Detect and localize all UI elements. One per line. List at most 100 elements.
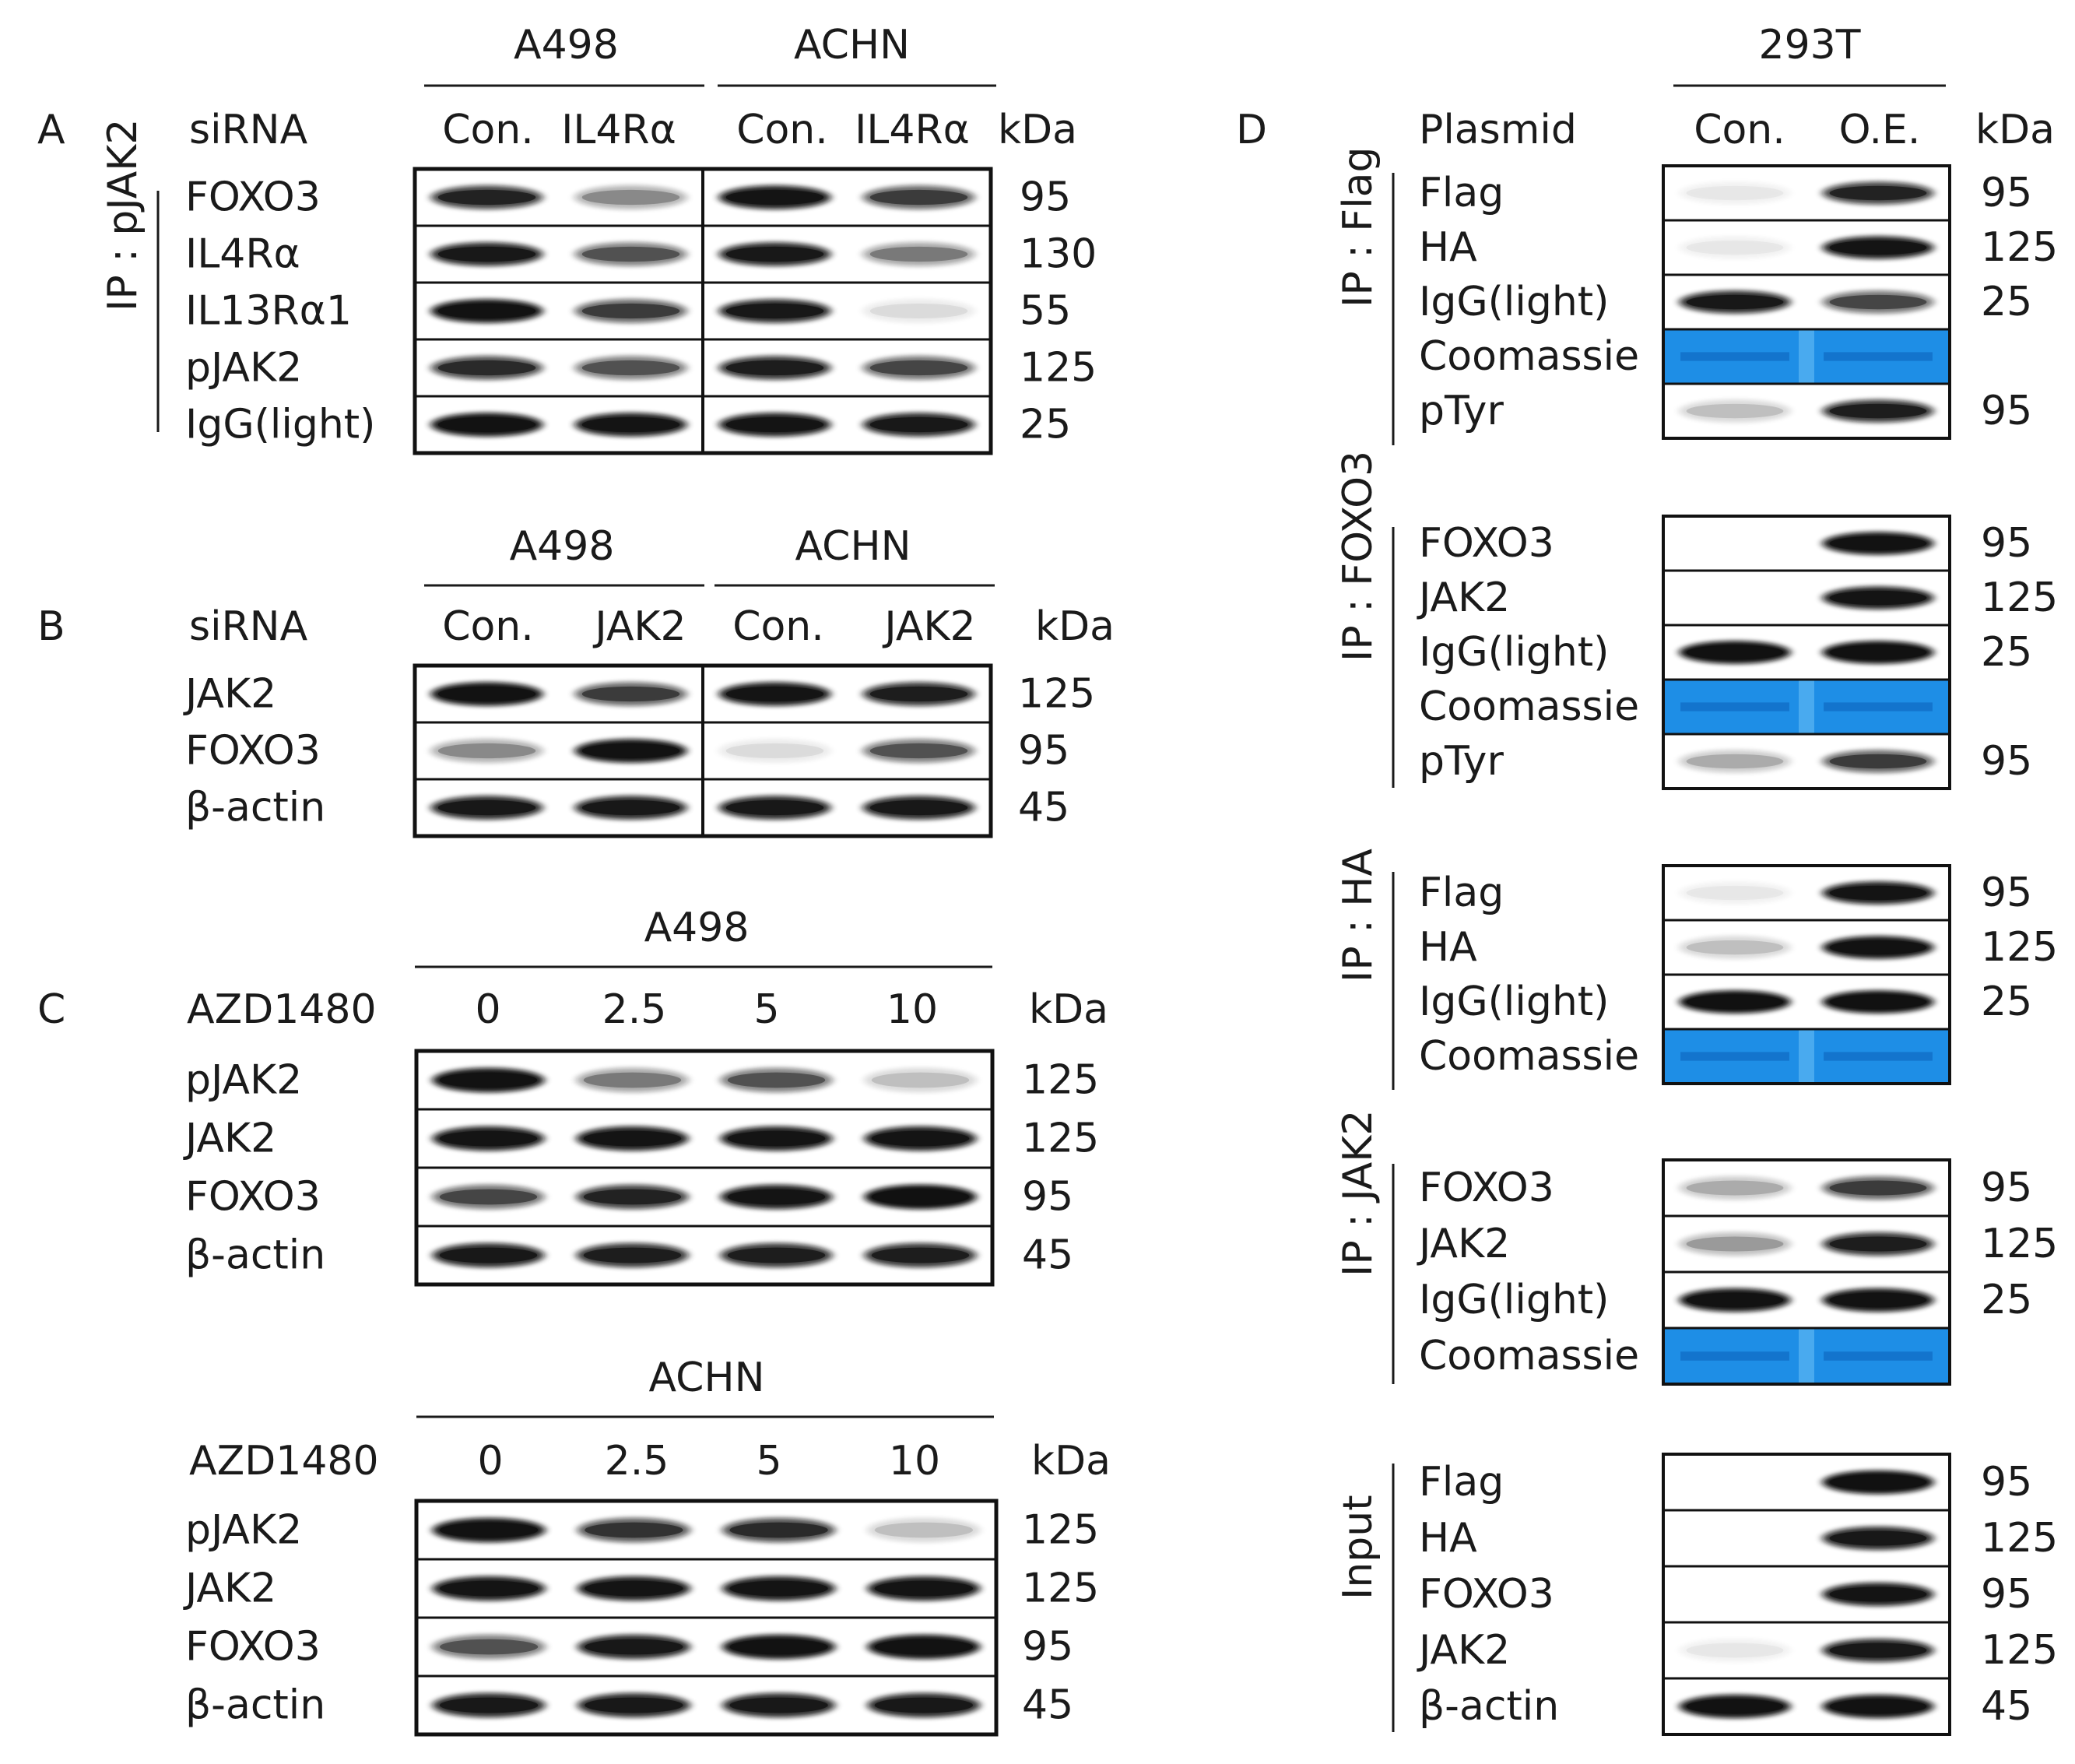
blot-band — [1822, 586, 1934, 610]
blot-band — [432, 1126, 545, 1151]
blot-frame — [414, 1049, 995, 1287]
blot-band — [1822, 399, 1934, 423]
blot-band — [1679, 290, 1791, 314]
blot-band — [430, 242, 543, 266]
blot-band — [1679, 399, 1791, 423]
lane-label: O.E. — [1839, 107, 1921, 153]
protein-label: Coomassie — [1419, 1033, 1639, 1080]
protein-label: β-actin — [185, 1232, 325, 1279]
blot-band — [1822, 1175, 1934, 1200]
blot-panel-b — [413, 663, 993, 838]
lane-label: Con. — [442, 107, 534, 153]
blot-band — [574, 242, 687, 266]
blot-band — [1822, 1638, 1934, 1663]
blot-band — [867, 1692, 981, 1718]
blot-band — [862, 682, 975, 706]
blot-band — [577, 1692, 691, 1718]
protein-label: IgG(light) — [1419, 629, 1609, 676]
blot-panel-d-0 — [1662, 164, 1951, 440]
blot-band — [1679, 181, 1791, 205]
panel-letter-a: A — [37, 107, 65, 153]
protein-label: Coomassie — [1419, 683, 1639, 730]
kda-value: 125 — [1981, 1221, 2058, 1267]
protein-label: IgG(light) — [1419, 979, 1609, 1025]
blot-band — [718, 185, 831, 209]
blot-band — [1679, 641, 1791, 664]
blot-frame — [414, 1499, 999, 1737]
kda-header: kDa — [1029, 986, 1108, 1033]
cell-line-label: A498 — [644, 905, 750, 951]
coomassie-stain — [1663, 1029, 1950, 1084]
lane-label: 0 — [477, 1438, 503, 1485]
protein-label: pTyr — [1419, 738, 1504, 785]
blot-band — [574, 356, 687, 380]
kda-value: 125 — [1022, 1565, 1099, 1612]
blot-band — [1822, 1288, 1934, 1312]
kda-value: 95 — [1981, 1571, 2032, 1618]
blot-band — [718, 739, 831, 763]
blot-band — [432, 1692, 546, 1718]
protein-label: β-actin — [1419, 1683, 1559, 1730]
blot-band — [718, 413, 831, 437]
ip-label: IP : FOXO3 — [1335, 451, 1382, 662]
protein-label: IL4Rα — [185, 231, 300, 278]
kda-value: 125 — [1022, 1116, 1099, 1162]
lane-label: Con. — [736, 107, 828, 153]
cell-line-label: ACHN — [794, 22, 910, 69]
blot-band — [864, 1184, 977, 1210]
protein-label: Flag — [1419, 1459, 1504, 1506]
blot-band — [430, 796, 543, 820]
kda-value: 45 — [1022, 1682, 1073, 1729]
blot-band — [720, 1067, 833, 1093]
kda-value: 95 — [1981, 520, 2032, 567]
kda-value: 130 — [1020, 231, 1097, 278]
blot-band — [577, 1576, 691, 1601]
blot-band — [867, 1634, 981, 1660]
blot-panel-c-achn — [414, 1499, 999, 1737]
blot-band — [718, 356, 831, 380]
blot-band — [432, 1067, 545, 1093]
protein-label: JAK2 — [183, 671, 276, 718]
protein-label: FOXO3 — [185, 728, 321, 775]
blot-panel-d-1 — [1662, 515, 1951, 790]
blot-band — [867, 1517, 981, 1543]
protein-label: β-actin — [185, 1682, 325, 1729]
kda-value: 125 — [1981, 1515, 2058, 1562]
ip-label: IP : JAK2 — [1335, 1110, 1382, 1277]
blot-panel-d-3 — [1662, 1158, 1951, 1386]
kda-header: kDa — [1975, 107, 2055, 153]
blot-band — [432, 1634, 546, 1660]
kda-value: 25 — [1981, 279, 2032, 325]
blot-panel-d-4 — [1662, 1453, 1951, 1736]
blot-band — [1679, 881, 1791, 905]
blot-band — [430, 185, 543, 209]
lane-label: JAK2 — [592, 603, 686, 650]
kda-value: 95 — [1981, 170, 2032, 216]
kda-value: 95 — [1022, 1624, 1073, 1671]
blot-band — [576, 1184, 689, 1210]
blot-band — [722, 1517, 836, 1543]
ip-label: IP : HA — [1335, 849, 1382, 982]
blot-band — [862, 739, 975, 763]
protein-label: Coomassie — [1419, 1333, 1639, 1379]
coomassie-stain — [1663, 680, 1950, 734]
protein-label: FOXO3 — [1419, 1165, 1554, 1211]
blot-band — [1822, 936, 1934, 959]
blot-frame — [1662, 515, 1951, 790]
lane-label: 2.5 — [605, 1438, 669, 1485]
protein-label: IgG(light) — [185, 402, 375, 448]
protein-label: IL13Rα1 — [185, 288, 352, 335]
blot-band — [718, 242, 831, 266]
blot-band — [862, 242, 975, 266]
blot-band — [864, 1126, 977, 1151]
treatment-label: siRNA — [189, 107, 308, 153]
blot-band — [1822, 236, 1934, 259]
protein-label: Coomassie — [1419, 333, 1639, 380]
blot-band — [430, 413, 543, 437]
blot-band — [862, 413, 975, 437]
protein-label: JAK2 — [183, 1565, 276, 1612]
protein-label: Flag — [1419, 170, 1504, 216]
blot-band — [867, 1576, 981, 1601]
blot-band — [574, 796, 687, 820]
coomassie-stain — [1663, 329, 1950, 384]
